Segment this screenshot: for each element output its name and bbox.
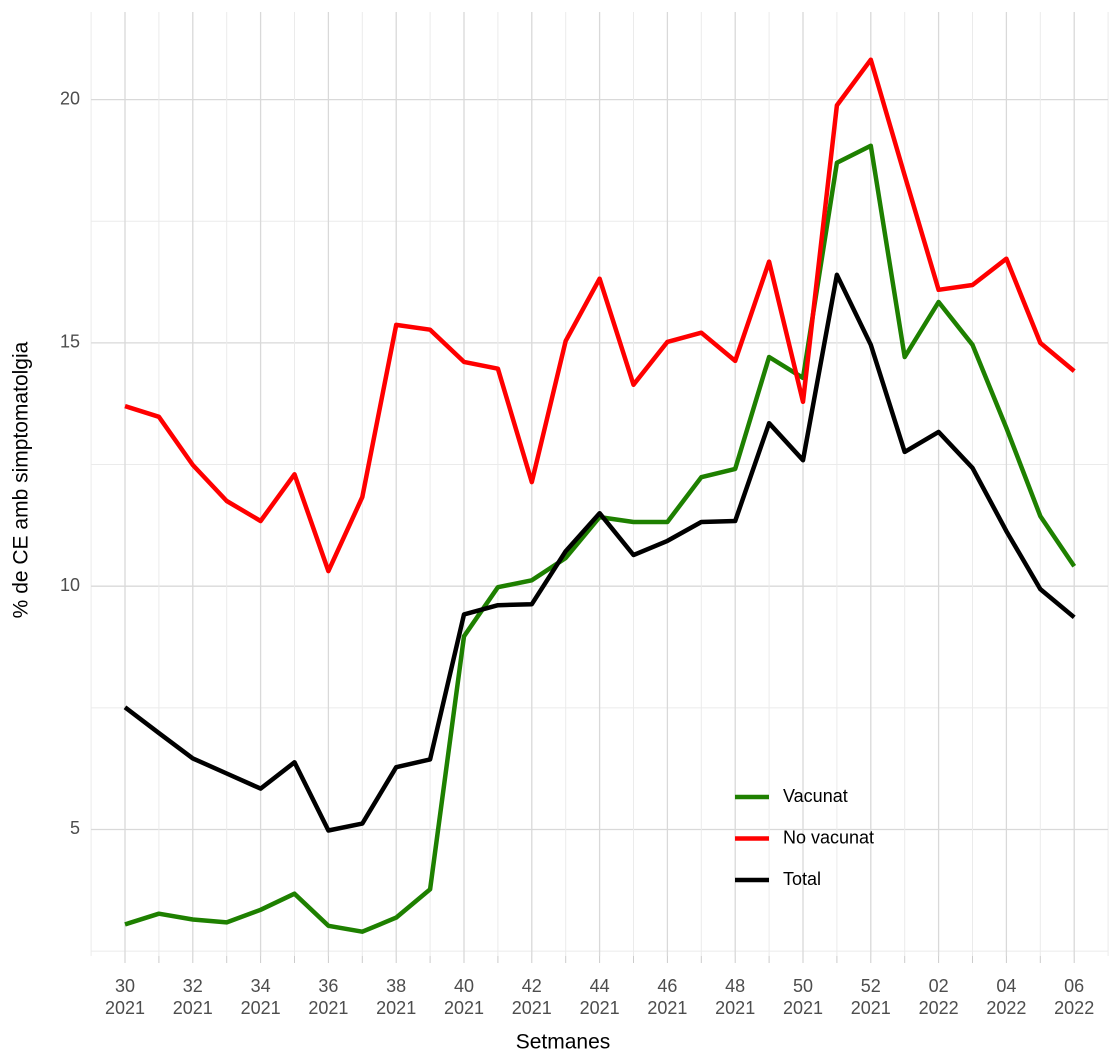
x-tick-label: 04 2022 xyxy=(986,976,1027,1018)
x-tick-label: 50 2021 xyxy=(782,976,824,1018)
y-tick-label: 5 xyxy=(70,818,80,838)
x-tick-label: 42 2021 xyxy=(511,976,552,1018)
x-tick-label: 52 2021 xyxy=(850,976,891,1018)
x-tick-label: 06 2022 xyxy=(1054,976,1095,1018)
x-axis-title: Setmanes xyxy=(516,1031,611,1054)
y-tick-label: 20 xyxy=(60,88,80,108)
x-tick-label: 46 2021 xyxy=(647,976,688,1018)
legend-label: No vacunat xyxy=(783,827,874,847)
x-tick-label: 34 2021 xyxy=(240,976,281,1018)
series-line xyxy=(124,143,1077,934)
x-tick-label: 38 2021 xyxy=(376,976,417,1018)
y-axis-title: % de CE amb simptomatolgia xyxy=(10,341,33,618)
x-tick-label: 30 2021 xyxy=(104,976,146,1018)
x-tick-label: 36 2021 xyxy=(308,976,349,1018)
grid xyxy=(90,12,1109,956)
y-tick-label: 15 xyxy=(60,332,80,352)
series-line xyxy=(124,57,1076,574)
y-tick-label: 10 xyxy=(60,575,80,595)
legend-label: Vacunat xyxy=(783,786,848,806)
x-tick-label: 48 2021 xyxy=(715,976,756,1018)
legend-label: Total xyxy=(783,869,821,889)
x-tick-label: 44 2021 xyxy=(579,976,620,1018)
x-tick-label: 40 2021 xyxy=(443,976,485,1018)
series-line xyxy=(123,272,1076,833)
x-tick-label: 02 2022 xyxy=(918,976,959,1018)
x-tick-label: 32 2021 xyxy=(172,976,213,1018)
